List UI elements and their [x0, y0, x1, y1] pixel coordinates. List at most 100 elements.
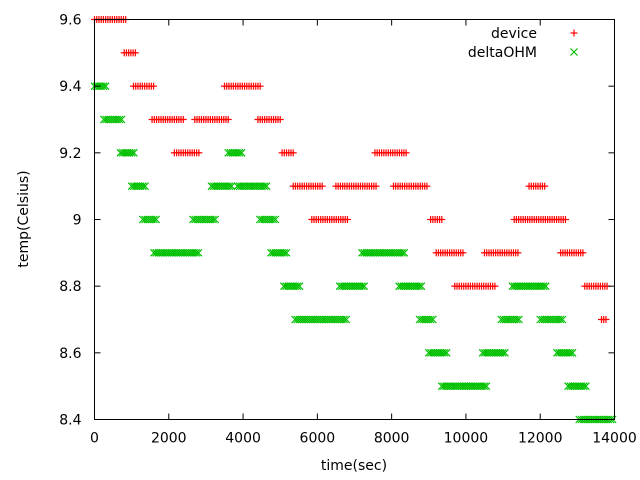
data-point-deltaohm	[227, 182, 236, 191]
series-deltaohm-run	[138, 215, 161, 224]
series-device-run	[308, 216, 351, 223]
data-point-device	[514, 249, 522, 257]
data-point-deltaohm	[101, 82, 110, 91]
data-point-deltaohm	[539, 282, 548, 291]
series-device-run	[278, 149, 297, 157]
data-point-deltaohm	[558, 315, 567, 324]
data-point-deltaohm	[340, 315, 349, 324]
data-point-device	[318, 182, 326, 190]
series-device-run	[432, 249, 467, 257]
y-tick-label: 9	[73, 213, 82, 229]
data-point-deltaohm	[295, 282, 304, 291]
x-tick-label: 8000	[374, 431, 410, 447]
data-point-deltaohm	[566, 348, 575, 357]
data-point-deltaohm	[115, 115, 124, 124]
series-deltaohm-run	[207, 182, 236, 191]
series-deltaohm-run	[255, 215, 280, 224]
data-point-deltaohm	[237, 148, 246, 157]
series-deltaohm-run	[116, 148, 138, 157]
y-tick-label: 8.8	[59, 279, 81, 295]
legend-symbol-device	[570, 29, 578, 37]
data-point-device	[438, 216, 446, 223]
series-deltaohm-run	[508, 282, 550, 291]
series-deltaohm-run	[415, 315, 437, 324]
data-point-deltaohm	[501, 348, 509, 357]
series-device-run	[510, 216, 569, 223]
series-deltaohm-run	[224, 148, 246, 157]
series-deltaohm-run	[564, 382, 590, 391]
data-point-device	[195, 149, 203, 157]
data-point-deltaohm	[141, 182, 149, 191]
legend-marker-deltaohm	[570, 48, 578, 56]
data-point-deltaohm	[579, 382, 588, 391]
y-axis-label: temp(Celsius)	[16, 170, 32, 267]
series-deltaohm-run	[536, 315, 567, 324]
data-point-deltaohm	[442, 348, 451, 357]
data-point-deltaohm	[417, 282, 426, 291]
data-point-deltaohm	[360, 282, 369, 291]
series-deltaohm-run	[553, 348, 577, 357]
series-device-run	[598, 316, 610, 323]
series-device-run	[390, 182, 431, 190]
data-point-device	[491, 282, 499, 290]
data-point-deltaohm	[358, 282, 366, 291]
data-point-device	[343, 216, 351, 223]
data-point-deltaohm	[342, 315, 351, 324]
data-point-device	[579, 249, 587, 257]
series-device-run	[481, 249, 522, 257]
data-point-device	[602, 316, 610, 323]
data-point-deltaohm	[515, 315, 523, 324]
series-deltaohm-run	[150, 248, 203, 257]
x-tick-label: 0	[90, 431, 99, 447]
data-point-device	[541, 182, 549, 190]
series-device-run	[427, 216, 446, 223]
series-device-run	[581, 282, 611, 290]
data-point-deltaohm	[271, 215, 280, 224]
data-point-deltaohm	[400, 248, 409, 257]
data-point-deltaohm	[541, 282, 550, 291]
data-point-deltaohm	[440, 348, 449, 357]
data-point-deltaohm	[138, 182, 147, 191]
series-deltaohm-run	[99, 115, 126, 124]
data-point-device	[150, 82, 158, 90]
x-axis-label: time(sec)	[321, 458, 387, 474]
data-point-deltaohm	[556, 315, 565, 324]
series-device-run	[148, 116, 187, 123]
data-point-deltaohm	[480, 382, 489, 391]
data-point-deltaohm	[568, 348, 577, 357]
series-deltaohm-run	[291, 315, 351, 324]
y-tick-label: 9.6	[59, 13, 81, 29]
data-point-device	[256, 82, 264, 90]
data-point-deltaohm	[415, 282, 424, 291]
series-device-run	[130, 82, 158, 90]
series-device-run	[289, 182, 326, 190]
series-deltaohm-run	[424, 348, 451, 357]
series-device-run	[170, 149, 203, 157]
series-device-run	[525, 182, 549, 190]
series-device-run	[221, 82, 264, 90]
legend-label-device: device	[491, 26, 537, 42]
data-point-device	[423, 182, 431, 190]
series-deltaohm-run	[127, 182, 149, 191]
data-point-device	[402, 149, 410, 157]
x-tick-label: 2000	[151, 431, 187, 447]
legend-label-deltaohm: deltaOHM	[468, 45, 537, 61]
data-point-deltaohm	[269, 215, 278, 224]
data-point-device	[372, 182, 380, 190]
data-point-deltaohm	[194, 248, 203, 257]
y-tick-label: 8.6	[59, 346, 81, 362]
axis-ticks	[94, 19, 615, 420]
x-tick-label: 4000	[225, 431, 261, 447]
y-tick-label: 8.4	[59, 413, 81, 429]
series-deltaohm-run	[478, 348, 509, 357]
series-deltaohm-run	[395, 282, 426, 291]
data-point-deltaohm	[581, 382, 590, 391]
data-point-deltaohm	[262, 182, 271, 191]
data-point-deltaohm	[398, 248, 406, 257]
data-point-device	[289, 149, 297, 157]
legend-symbol-deltaohm	[570, 48, 578, 56]
series-deltaohm-run	[335, 282, 369, 291]
y-tick-label: 9.4	[59, 79, 81, 95]
data-point-deltaohm	[129, 148, 138, 157]
series-device-run	[191, 116, 232, 123]
